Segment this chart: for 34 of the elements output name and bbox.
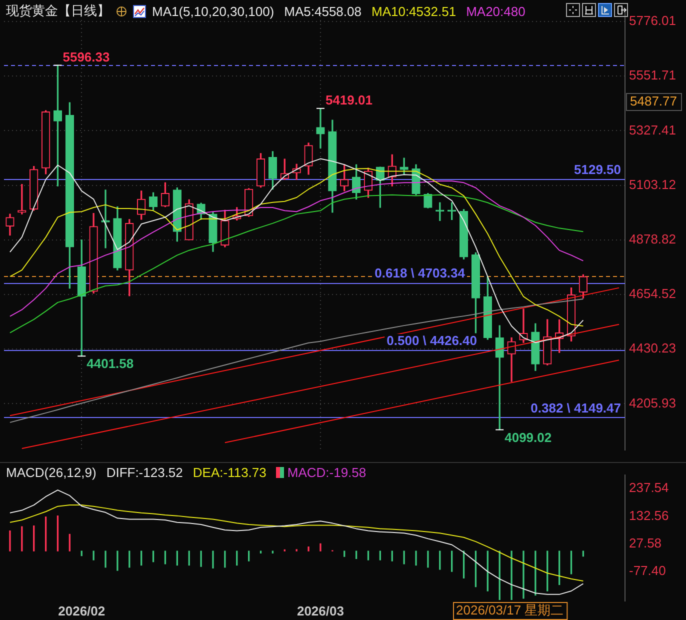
y-tick-label: 237.54 [629,480,669,496]
y-tick-label: 4430.23 [629,340,676,356]
chart-title: MACD(26,12,9) [6,465,96,480]
y-tick-label: 5327.41 [629,122,676,138]
annotation: 5596.33 [62,49,110,64]
ref-line-label: 0.500 \ 4426.40 [386,333,477,348]
chart-subtitle: MA1(5,10,20,30,100) [152,4,274,18]
y-tick-label: 27.58 [629,535,662,550]
annotation: 4401.58 [86,356,134,372]
y-tick-label: 132.56 [629,508,669,523]
y-tick-label: 4878.82 [629,231,676,246]
text: MA5:4558.08 [284,4,362,18]
ref-line-label: 0.382 \ 4149.47 [530,400,621,416]
y-tick-label: 4205.93 [629,395,676,410]
text: 5487.77 [630,94,677,109]
y-tick-label: 4654.52 [629,286,676,302]
x-tick-label: 2026/02 [58,603,106,618]
text: 2026/03/17 星期二 [456,602,564,618]
y-tick-label: 5551.71 [629,68,676,83]
y-tick-label: -77.40 [629,562,666,578]
text: DEA:-113.73 [192,465,266,480]
y-tick-label: 5103.12 [629,176,676,192]
ref-line-label: 0.618 \ 4703.34 [374,266,466,281]
candlestick [316,108,325,148]
chart-title: 现货黄金【日线】 [6,2,110,20]
text: MA10:4532.51 [371,4,456,18]
ref-line-label: 5129.50 [574,162,621,177]
annotation: 4099.02 [504,430,552,445]
text: MA20:480 [466,4,526,18]
annotation: 5419.01 [325,92,372,108]
y-tick-label: 5776.01 [629,13,676,28]
text: DIFF:-123.52 [106,465,183,480]
x-tick-label: 2026/03 [296,603,344,618]
legend-label: MACD:-19.58 [287,465,366,480]
